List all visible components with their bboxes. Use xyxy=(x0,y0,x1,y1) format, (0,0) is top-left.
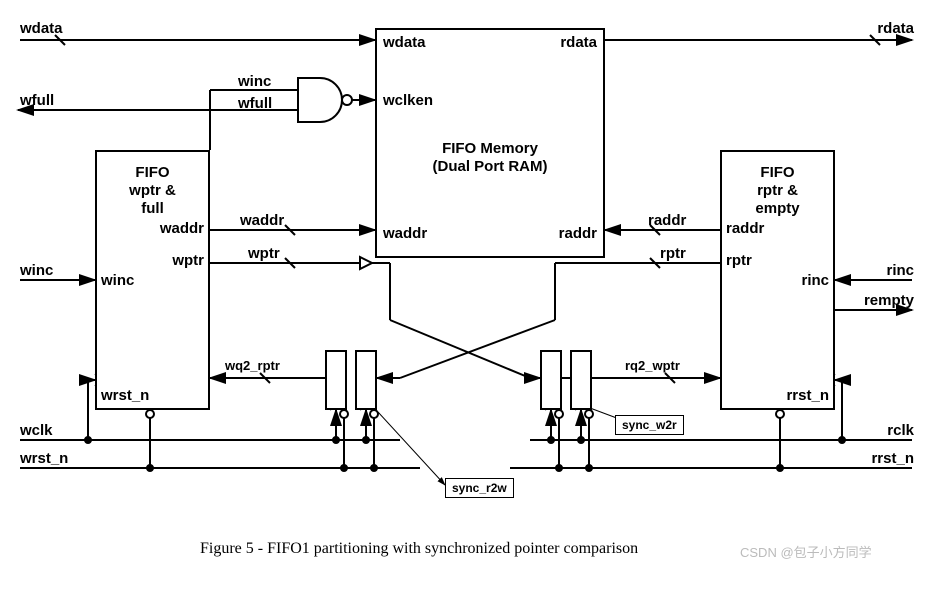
ext-wclk: wclk xyxy=(20,422,53,439)
sig-rq2wptr: rq2_wptr xyxy=(625,358,680,373)
rptr-title3: empty xyxy=(722,200,833,217)
ext-winc: winc xyxy=(20,262,53,279)
block-wptr: FIFO wptr & full waddr wptr winc wrst_n xyxy=(95,150,210,410)
wptr-port-wrstn: wrst_n xyxy=(101,387,149,404)
ext-rinc: rinc xyxy=(886,262,914,279)
mem-port-raddr: raddr xyxy=(559,225,597,242)
mem-port-waddr: waddr xyxy=(383,225,427,242)
block-mem: wdata rdata wclken FIFO Memory (Dual Por… xyxy=(375,28,605,258)
sig-wq2rptr: wq2_rptr xyxy=(225,358,280,373)
rptr-port-rinc: rinc xyxy=(801,272,829,289)
figure-caption: Figure 5 - FIFO1 partitioning with synch… xyxy=(200,540,638,558)
ext-wrstn: wrst_n xyxy=(20,450,68,467)
ext-rclk: rclk xyxy=(887,422,914,439)
diagram-canvas: FIFO wptr & full waddr wptr winc wrst_n … xyxy=(0,0,934,600)
sync-r2w-ff2 xyxy=(355,350,377,410)
wptr-port-waddr: waddr xyxy=(160,220,204,237)
watermark: CSDN @包子小方同学 xyxy=(740,542,872,561)
rptr-title2: rptr & xyxy=(722,182,833,199)
mem-port-wdata: wdata xyxy=(383,34,426,51)
wptr-title2: wptr & xyxy=(97,182,208,199)
mem-port-rdata: rdata xyxy=(560,34,597,51)
sync-w2r-ff2 xyxy=(570,350,592,410)
sig-waddr: waddr xyxy=(240,212,284,229)
sig-raddr: raddr xyxy=(648,212,686,229)
block-rptr: FIFO rptr & empty raddr rptr rinc rrst_n xyxy=(720,150,835,410)
ext-wfull: wfull xyxy=(20,92,54,109)
label-sync-w2r: sync_w2r xyxy=(615,415,684,435)
rptr-title1: FIFO xyxy=(722,164,833,181)
mem-port-wclken: wclken xyxy=(383,92,433,109)
label-sync-r2w: sync_r2w xyxy=(445,478,514,498)
wptr-port-winc: winc xyxy=(101,272,134,289)
rptr-port-raddr: raddr xyxy=(726,220,764,237)
rptr-port-rptr: rptr xyxy=(726,252,752,269)
wptr-title1: FIFO xyxy=(97,164,208,181)
sync-w2r-ff1 xyxy=(540,350,562,410)
ext-rrstn: rrst_n xyxy=(871,450,914,467)
wptr-title3: full xyxy=(97,200,208,217)
ext-rdata: rdata xyxy=(877,20,914,37)
sync-r2w-ff1 xyxy=(325,350,347,410)
ext-rempty: rempty xyxy=(864,292,914,309)
mem-title1: FIFO Memory xyxy=(377,140,603,157)
sig-wfull-top: wfull xyxy=(238,95,272,112)
wptr-port-wptr: wptr xyxy=(172,252,204,269)
sig-rptr: rptr xyxy=(660,245,686,262)
mem-title2: (Dual Port RAM) xyxy=(377,158,603,175)
sig-winc-top: winc xyxy=(238,73,271,90)
sig-wptr: wptr xyxy=(248,245,280,262)
ext-wdata: wdata xyxy=(20,20,63,37)
rptr-port-rrstn: rrst_n xyxy=(786,387,829,404)
